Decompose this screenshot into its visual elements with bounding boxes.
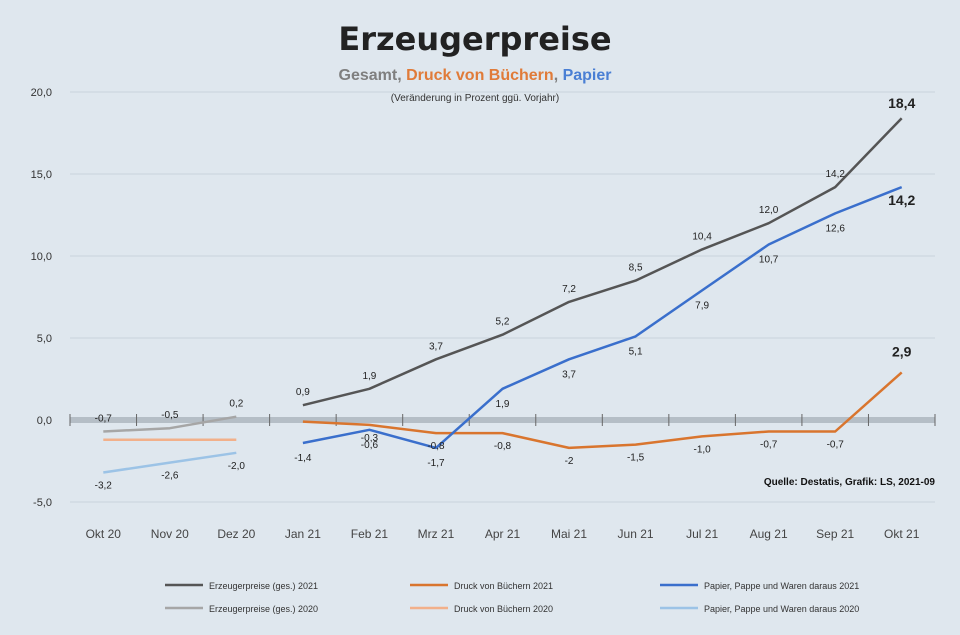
subtitle-part: Druck von Büchern — [406, 67, 554, 84]
data-label: 3,7 — [429, 341, 443, 352]
legend-label: Druck von Büchern 2020 — [454, 604, 553, 614]
data-label: 5,2 — [496, 317, 510, 328]
x-tick-label: Okt 21 — [884, 527, 920, 541]
data-label: -0,3 — [361, 433, 379, 444]
legend: Erzeugerpreise (ges.) 2021 Druck von Büch… — [165, 581, 859, 614]
x-tick-label: Okt 20 — [86, 527, 122, 541]
data-label: 0,2 — [229, 399, 243, 410]
legend-label: Druck von Büchern 2021 — [454, 581, 553, 591]
data-label: 1,9 — [362, 371, 376, 382]
legend-label: Erzeugerpreise (ges.) 2020 — [209, 604, 318, 614]
series-line — [302, 117, 903, 407]
y-tick-label: -5,0 — [33, 497, 52, 509]
data-label: 14,2 — [825, 169, 845, 180]
data-label: 10,7 — [759, 255, 779, 266]
data-label: -2,6 — [161, 471, 179, 482]
y-tick-label: 20,0 — [31, 87, 52, 99]
chart-subtitle-note: (Veränderung in Prozent ggü. Vorjahr) — [391, 93, 559, 104]
y-tick-label: 5,0 — [37, 333, 52, 345]
legend-label: Papier, Pappe und Waren daraus 2020 — [704, 604, 859, 614]
data-labels: 0,9 1,9 3,7 5,2 7,2 8,5 10,4 12,0 14,2 18,4 -0,7 -0… — [95, 95, 916, 491]
data-label: 12,6 — [825, 223, 845, 234]
y-tick-label: 15,0 — [31, 169, 52, 181]
y-axis: 20,0 15,0 10,0 5,0 0,0 -5,0 — [31, 87, 52, 509]
x-tick-label: Jul 21 — [686, 527, 718, 541]
data-label: 2,9 — [892, 343, 912, 359]
data-label: 0,9 — [296, 387, 310, 398]
y-tick-label: 10,0 — [31, 251, 52, 263]
series-line — [103, 415, 237, 433]
series-line — [302, 185, 903, 450]
series-line — [302, 371, 903, 450]
x-tick-label: Jan 21 — [285, 527, 321, 541]
data-label: -2,0 — [228, 461, 246, 472]
data-label: 8,5 — [629, 263, 643, 274]
x-tick-label: Jun 21 — [618, 527, 654, 541]
data-label: 5,1 — [629, 346, 643, 357]
chart-subtitle: Gesamt, Druck von Büchern, Papier — [339, 67, 612, 84]
legend-label: Erzeugerpreise (ges.) 2021 — [209, 581, 318, 591]
data-label: -0,7 — [827, 439, 845, 450]
subtitle-part: Gesamt, — [339, 67, 407, 84]
x-tick-label: Feb 21 — [351, 527, 389, 541]
data-label: -1,0 — [693, 444, 711, 455]
x-tick-label: Mrz 21 — [418, 527, 455, 541]
x-tick-label: Mai 21 — [551, 527, 587, 541]
x-tick-label: Aug 21 — [750, 527, 788, 541]
data-label: -2 — [565, 456, 574, 467]
series-lines — [103, 117, 903, 474]
y-tick-label: 0,0 — [37, 415, 52, 427]
gridlines — [70, 91, 935, 503]
data-label: 10,4 — [692, 231, 712, 242]
x-tick-label: Sep 21 — [816, 527, 854, 541]
data-label: 18,4 — [888, 95, 915, 111]
data-label: -0,8 — [427, 441, 445, 452]
x-tick-label: Apr 21 — [485, 527, 521, 541]
data-label: -0,5 — [161, 410, 179, 421]
data-label: 7,2 — [562, 284, 576, 295]
x-tick-label: Nov 20 — [151, 527, 189, 541]
data-label: -0,8 — [494, 441, 512, 452]
data-label: 14,2 — [888, 192, 915, 208]
subtitle-part: Papier — [563, 67, 612, 84]
legend-label: Papier, Pappe und Waren daraus 2021 — [704, 581, 859, 591]
subtitle-part: , — [554, 67, 563, 84]
data-label: -3,2 — [95, 480, 113, 491]
data-label: 3,7 — [562, 369, 576, 380]
chart-title: Erzeugerpreise — [338, 20, 611, 58]
data-label: -1,4 — [294, 453, 312, 464]
data-label: -0,6 — [361, 440, 379, 451]
x-tick-label: Dez 20 — [217, 527, 255, 541]
source-note: Quelle: Destatis, Grafik: LS, 2021-09 — [764, 477, 936, 488]
data-label: 12,0 — [759, 205, 779, 216]
data-label: 1,9 — [496, 399, 510, 410]
data-label: -1,7 — [427, 458, 445, 469]
data-label: -1,5 — [627, 453, 645, 464]
data-label: 7,9 — [695, 300, 709, 311]
series-line — [103, 451, 237, 474]
data-label: -0,7 — [760, 439, 778, 450]
data-label: -0,7 — [95, 413, 113, 424]
